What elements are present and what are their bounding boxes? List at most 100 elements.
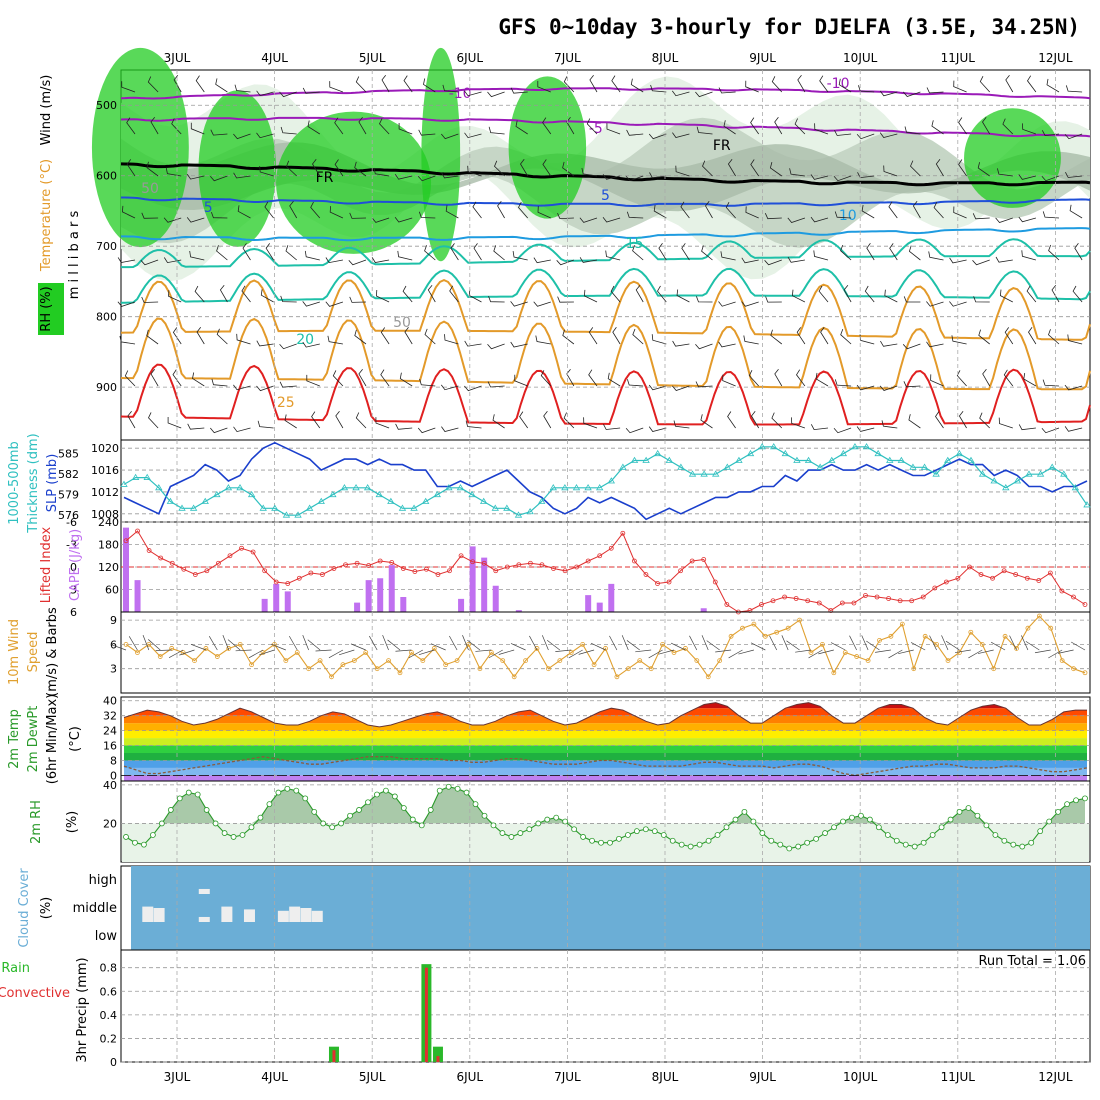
wind-barb [583,289,598,303]
rh-patch-1 [198,90,277,247]
wind10-marker [443,662,449,668]
rh-marker [678,841,685,848]
wind10-barb [208,636,218,651]
rh-marker [795,843,802,850]
thickness-marker [317,497,325,504]
lifted-marker [920,594,926,600]
wind10-marker [648,666,654,672]
thickness-marker [1002,484,1010,491]
thickness-marker [572,484,581,491]
wind-barb [219,284,228,303]
ytick-0.4: 0.4 [100,1009,118,1022]
cloud-level-low: low [95,929,118,944]
wind-barb [371,217,390,223]
wind-barb [933,202,944,219]
thickness-marker [294,511,302,518]
wind10-marker [180,650,186,655]
wind10-marker [1014,646,1019,651]
wind-barb [995,256,1013,263]
wind10-marker [945,658,951,663]
rh-marker [329,824,336,831]
wind-barb [375,289,390,303]
rh-marker [185,789,192,796]
wind-barb [672,132,690,138]
cape-bar [284,591,291,612]
wind-barb [441,426,459,432]
wind10-marker [842,650,848,655]
wind10-marker [637,658,643,663]
rh-marker [203,807,210,813]
thickness-marker [514,511,523,518]
wind10-marker [157,654,163,659]
wind-barb [286,160,297,177]
wind10-marker [808,650,814,655]
thickness-marker [247,490,256,498]
thickness-marker [1048,463,1056,470]
lifted-marker [759,602,764,607]
wind-barb [720,251,736,261]
panel-frame [120,439,1091,523]
wind-barb [380,369,390,387]
rh-legend-swatch [38,283,64,335]
cape-bar [273,583,280,612]
rh-marker [383,787,389,794]
date-top-5JUL: 5JUL [359,51,386,65]
wind10-barb [1025,641,1040,651]
thickness-marker [886,456,894,463]
rh-marker [132,839,138,846]
wind-barb [487,343,505,350]
wind10-barb [1048,649,1063,659]
contour-label-12: 50 [393,315,411,331]
lifted-marker [435,572,441,577]
lifted-marker [943,579,949,585]
wind-barb [750,159,760,177]
wind-barb [442,84,459,93]
wind10-marker [580,642,586,647]
temp-band-10 [124,702,1087,709]
wind-barb [563,412,575,429]
wind-barb [935,411,944,429]
cape-bar [354,602,361,612]
rh-fill-high [126,786,1085,824]
wind-barb [210,129,228,136]
rh-marker [391,793,398,800]
cape-bar [261,598,268,612]
panel-frame [120,949,1091,1063]
wind-barb [375,417,390,429]
wind10-marker [306,666,312,672]
temp-band-3 [124,753,1087,761]
ylabel-thickness: Thickness (dm) [26,433,41,533]
wind10-marker [934,642,939,647]
lifted-marker [839,600,845,606]
wind10-marker [774,629,780,635]
rh-patch-4 [508,76,587,219]
wind-barb [348,259,367,266]
wind-barb [494,160,505,177]
wind-barb [488,295,505,303]
wind-barb [611,75,621,93]
wind-barb [148,412,159,429]
lifted-marker [331,566,337,571]
thickness-marker [387,497,395,504]
rh-marker [920,839,927,846]
wind-barb [402,285,413,303]
rh-marker [535,820,542,827]
wind-barb [1064,133,1083,140]
wind-barb [259,165,274,177]
rh-marker [499,830,506,836]
wind10-marker [237,642,243,647]
rh-marker [275,789,282,796]
wind10-marker [762,633,768,639]
wind10-barb [795,649,812,653]
wind10-marker [477,666,483,672]
lifted-marker [620,530,626,536]
lifted-marker [158,555,164,561]
wind10-barb [808,649,823,659]
wind-barb [464,340,482,347]
thickness-marker [828,456,836,463]
rh-marker [849,814,855,821]
wind-barb [141,212,159,219]
rh-marker [741,808,748,815]
ytick-600: 600 [96,170,117,183]
wind-barb [1065,85,1083,93]
